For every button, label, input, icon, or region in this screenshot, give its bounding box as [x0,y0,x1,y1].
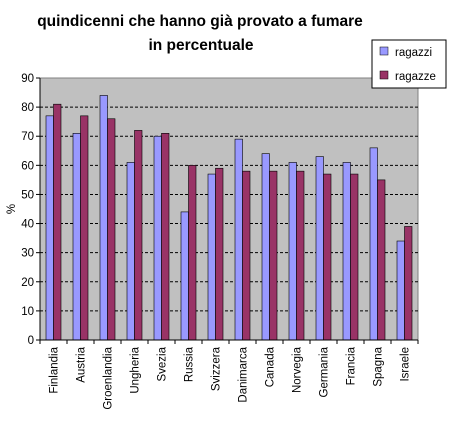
legend-label-ragazzi: ragazzi [395,47,432,59]
bar-ragazzi-Austria [72,133,81,341]
x-tick-label-Francia: Francia [346,346,358,385]
x-tick-label-Svizzera: Svizzera [211,346,223,391]
bar-ragazze-Danimarca [242,170,251,341]
x-tick-label-Ungheria: Ungheria [130,346,142,393]
bar-ragazze-Austria [80,115,89,341]
y-tick-label-10: 10 [21,306,34,318]
legend-swatch-ragazze [379,70,389,80]
bar-ragazze-Canada [269,170,278,341]
bar-ragazzi-Svezia [153,135,162,341]
x-tick-label-Spagna: Spagna [373,346,385,386]
y-tick-label-30: 30 [21,248,34,260]
bar-ragazze-Ungheria [134,130,143,341]
plot-area [39,77,419,341]
bar-ragazze-Israele [404,226,413,341]
x-tick-labels: Finlandia Austria Groenlandia Ungheria Svezi… [49,346,412,409]
bar-ragazzi-Danimarca [234,138,243,341]
x-tick-label-Russia: Russia [184,346,196,382]
bar-ragazze-Norvegia [296,170,305,341]
bar-ragazze-Svizzera [215,167,224,341]
x-tick-label-Canada: Canada [265,346,277,387]
bar-ragazze-Germania [323,173,332,341]
x-tick-label-Austria: Austria [76,346,88,382]
bar-ragazze-Russia [188,165,197,341]
bar-ragazzi-Norvegia [288,162,297,341]
y-tick-labels: 0 10 20 30 40 50 60 70 80 90 [21,73,34,347]
bar-ragazzi-Israele [396,240,405,341]
bar-ragazzi-Groenlandia [99,95,108,341]
bar-ragazzi-Svizzera [207,173,216,341]
bar-ragazzi-Spagna [369,147,378,341]
bar-ragazze-Spagna [377,179,386,341]
x-tick-label-Groenlandia: Groenlandia [103,346,115,409]
legend-label-ragazze: ragazze [395,71,436,83]
x-tick-label-Germania: Germania [319,346,331,397]
x-tick-label-Israele: Israele [400,347,412,382]
x-tick-label-Norvegia: Norvegia [292,346,304,393]
y-axis-label: % [6,204,18,214]
x-tick-label-Danimarca: Danimarca [238,346,250,402]
legend: ragazzi ragazze [371,39,447,89]
y-tick-label-50: 50 [21,189,34,201]
chart-title-line-2: in percentuale [148,37,253,54]
bar-ragazze-Francia [350,173,359,341]
bar-ragazzi-Ungheria [126,162,135,341]
x-tick-label-Svezia: Svezia [157,346,169,381]
y-tick-label-80: 80 [21,102,34,114]
legend-swatch-ragazzi [379,46,389,56]
y-tick-label-60: 60 [21,160,34,172]
y-tick-label-90: 90 [21,73,34,85]
y-tick-label-40: 40 [21,219,34,231]
y-tick-label-70: 70 [21,131,34,143]
bar-ragazzi-Germania [315,156,324,341]
bar-ragazze-Groenlandia [107,118,116,341]
bar-ragazzi-Finlandia [45,115,54,341]
y-tick-label-0: 0 [28,335,34,347]
chart-title-line-1: quindicenni che hanno già provato a fuma… [37,13,363,30]
bar-ragazzi-Francia [342,162,351,341]
bar-ragazzi-Canada [261,153,270,341]
axes [36,77,419,344]
bar-ragazze-Finlandia [53,103,62,341]
bar-ragazze-Svezia [161,133,170,341]
bar-ragazzi-Russia [180,211,189,341]
y-tick-label-20: 20 [21,277,34,289]
x-tick-label-Finlandia: Finlandia [49,346,61,393]
bars [45,95,413,341]
